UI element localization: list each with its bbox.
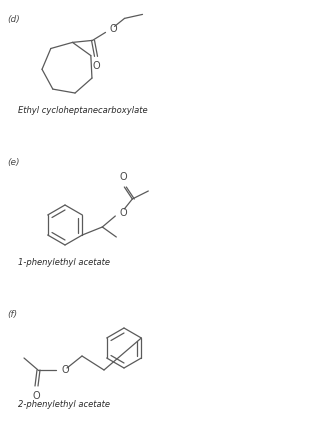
Text: Ethyl cycloheptanecarboxylate: Ethyl cycloheptanecarboxylate xyxy=(18,106,148,115)
Text: 2-phenylethyl acetate: 2-phenylethyl acetate xyxy=(18,400,110,409)
Text: (d): (d) xyxy=(7,15,20,24)
Text: O: O xyxy=(109,25,117,34)
Text: (e): (e) xyxy=(7,158,19,167)
Text: (f): (f) xyxy=(7,310,17,319)
Text: O: O xyxy=(32,391,40,401)
Text: O: O xyxy=(119,208,127,218)
Text: O: O xyxy=(93,62,100,71)
Text: O: O xyxy=(61,365,69,375)
Text: O: O xyxy=(120,172,127,182)
Text: 1-phenylethyl acetate: 1-phenylethyl acetate xyxy=(18,258,110,267)
